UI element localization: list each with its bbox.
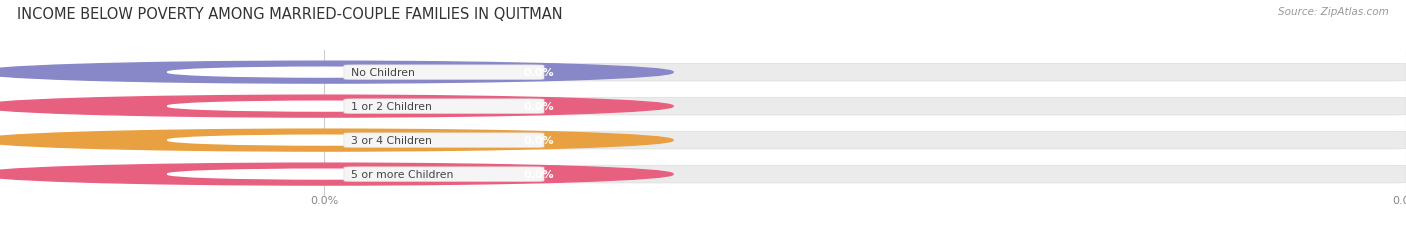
Text: 0.0%: 0.0% [1392,195,1406,205]
Circle shape [0,164,673,185]
Text: 0.0%: 0.0% [523,102,554,112]
Circle shape [0,62,673,84]
Text: No Children: No Children [352,68,415,78]
Circle shape [0,130,673,151]
Circle shape [167,68,481,78]
FancyBboxPatch shape [325,98,1406,116]
Text: 0.0%: 0.0% [523,136,554,146]
Text: 1 or 2 Children: 1 or 2 Children [352,102,433,112]
Circle shape [167,102,481,112]
Text: 0.0%: 0.0% [311,195,339,205]
FancyBboxPatch shape [344,133,544,148]
FancyBboxPatch shape [344,100,544,114]
Text: 3 or 4 Children: 3 or 4 Children [352,136,433,146]
FancyBboxPatch shape [325,132,562,149]
FancyBboxPatch shape [325,98,562,116]
Text: 5 or more Children: 5 or more Children [352,169,454,179]
Text: INCOME BELOW POVERTY AMONG MARRIED-COUPLE FAMILIES IN QUITMAN: INCOME BELOW POVERTY AMONG MARRIED-COUPL… [17,7,562,22]
FancyBboxPatch shape [344,167,544,182]
Circle shape [0,96,673,118]
Text: 0.0%: 0.0% [523,68,554,78]
Text: Source: ZipAtlas.com: Source: ZipAtlas.com [1278,7,1389,17]
Circle shape [167,136,481,146]
FancyBboxPatch shape [325,64,1406,82]
FancyBboxPatch shape [325,166,1406,183]
Circle shape [167,170,481,179]
Text: 0.0%: 0.0% [523,169,554,179]
FancyBboxPatch shape [325,132,1406,149]
FancyBboxPatch shape [325,64,562,82]
FancyBboxPatch shape [325,166,562,183]
FancyBboxPatch shape [344,66,544,80]
